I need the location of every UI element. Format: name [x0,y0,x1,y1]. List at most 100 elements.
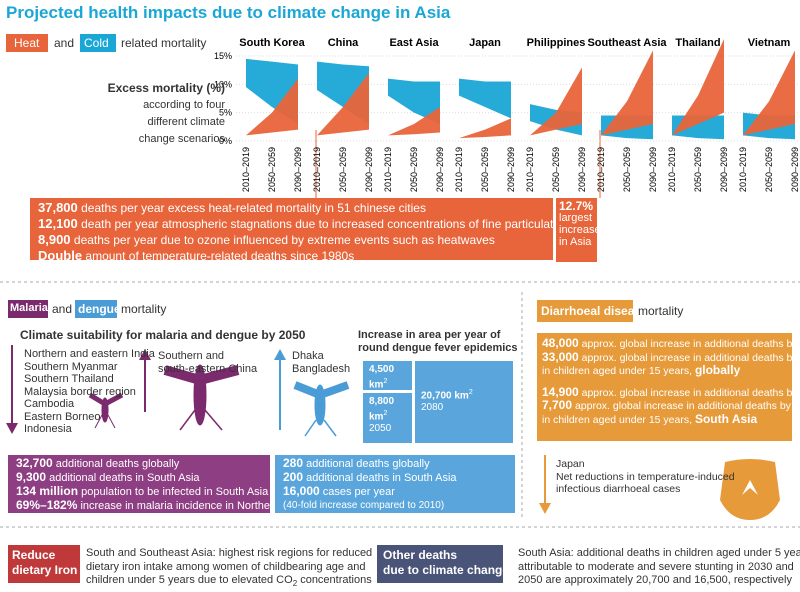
cell-value: 4,500 km [369,364,395,391]
region: Indonesia [24,423,72,435]
text: largest [559,212,593,224]
heat-band [672,39,724,136]
text: in children aged under 15 years, [542,365,693,377]
text: additional deaths in South Asia [49,472,200,484]
region: Southern and [158,350,225,362]
x-tick-label: 2050–2059 [622,147,632,192]
cell-year: 2050 [369,423,392,435]
region: south-eastern China [158,362,258,375]
dengue-title: Increase in area per year of [358,329,501,341]
x-tick-label: 2010–2019 [312,147,322,192]
icons [6,345,780,520]
number: 7,700 [542,398,573,412]
heat-band [246,78,298,136]
text-line: 9,300 additional deaths in South Asia [16,471,312,485]
text: attributable to moderate and severe stun… [518,560,794,573]
dengue-title: dengue [78,302,121,316]
text: South Asia: additional deaths in childre… [518,547,800,559]
panel-title: East Asia [389,37,439,49]
text-line: 280 additional deaths globally [283,457,457,471]
x-tick-label: 2090–2099 [364,147,374,192]
separators [0,281,800,528]
region: Bangladesh [292,362,351,375]
region: Dhaka [292,350,324,362]
y-axis-label: change scenarios [138,133,225,145]
other-title: Other deaths [383,548,458,562]
number: 37,800 [38,200,78,215]
number: 8,900 [38,232,71,247]
x-tick-label: 2010–2019 [525,147,535,192]
legend-heat: Heat [14,36,40,50]
panel-title: Japan [469,37,501,49]
malaria-title: Malaria [10,302,48,314]
heat-band [601,50,653,136]
number: 33,000 [542,349,579,364]
x-tick-label: 2010–2019 [667,147,677,192]
text: South and Southeast Asia: highest risk r… [86,547,373,559]
iron-title: Reduce [12,548,56,562]
note: (40-fold increase compared to 2010) [283,500,445,511]
y-axis-label: different climate [147,116,225,128]
text: Japan [556,458,585,470]
x-tick-label: 2090–2099 [293,147,303,192]
text: approx. global increase in additional de… [581,351,800,364]
x-tick-label: 2090–2099 [648,147,658,192]
number: 200 [283,470,304,484]
y-tick-label: 15% [214,51,232,61]
malaria-subtitle: Climate suitability for malaria and deng… [20,328,306,342]
heat-band [317,73,369,136]
text-line: 4,500 km2 [369,364,406,391]
diarrhoea-title: Diarrhoeal disease [541,304,648,318]
text-line: children under 5 years due to elevated C… [86,574,372,591]
x-tick-label: 2090–2099 [435,147,445,192]
text: approx. global increase in additional de… [574,400,800,412]
cell-sup: 2 [383,378,388,385]
text: South Asia [694,411,758,426]
panel-title: Thailand [675,37,720,49]
x-tick-label: 2050–2059 [551,147,561,192]
text: children under 5 years due to elevated C… [86,574,293,586]
text-line: 20,700 km2 [421,387,507,402]
region: Southern Thailand [24,373,114,385]
x-tick-label: 2050–2059 [480,147,490,192]
malaria-suffix: mortality [121,302,167,316]
x-tick-label: 2090–2099 [577,147,587,192]
text-line: 33,000 approx. global increase in additi… [542,349,800,365]
number: 280 [283,456,304,470]
panel-title: Philippines [527,37,586,49]
text: globally [694,363,741,377]
x-tick-label: 2050–2059 [764,147,774,192]
text-line: 69%–182% increase in malaria incidence i… [16,499,312,513]
number: Double [38,248,83,263]
heat-band [388,107,440,136]
y-tick-label: 0% [219,136,232,146]
text: infectious diarrhoeal cases [556,483,681,495]
text: death per year atmospheric stagnations d… [81,217,598,231]
number: 16,000 [283,484,320,498]
number: 9,300 [16,470,47,484]
text-line: 134 million population to be infected in… [16,485,312,499]
x-tick-label: 2050–2059 [409,147,419,192]
iron-title: dietary Iron [12,563,78,577]
x-tick-label: 2050–2059 [267,147,277,192]
x-tick-label: 2010–2019 [383,147,393,192]
region: Eastern Borneo [24,410,101,423]
text: in children aged under 15 years, [542,413,693,426]
area-cell: 4,500 km22020 [362,360,413,402]
text-line: 14,900 approx. global increase in additi… [542,384,800,400]
malaria-and: and [52,302,73,316]
diarrhoea-suffix: mortality [638,304,684,318]
text: in Asia [559,236,592,248]
number: 14,900 [542,384,579,399]
cell-sup: 2 [468,389,473,396]
panel-title: Vietnam [748,37,791,49]
number: 12,100 [38,216,78,231]
heat-band [530,67,582,136]
region: Malaysia border region [24,385,136,398]
text-line: 12,100 death per year atmospheric stagna… [38,216,597,232]
dengue-title: round dengue fever epidemics [358,342,518,354]
text-line: 48,000 approx. global increase in additi… [542,337,800,351]
text: additional deaths globally [306,458,430,470]
panel-title: Southeast Asia [587,37,667,49]
